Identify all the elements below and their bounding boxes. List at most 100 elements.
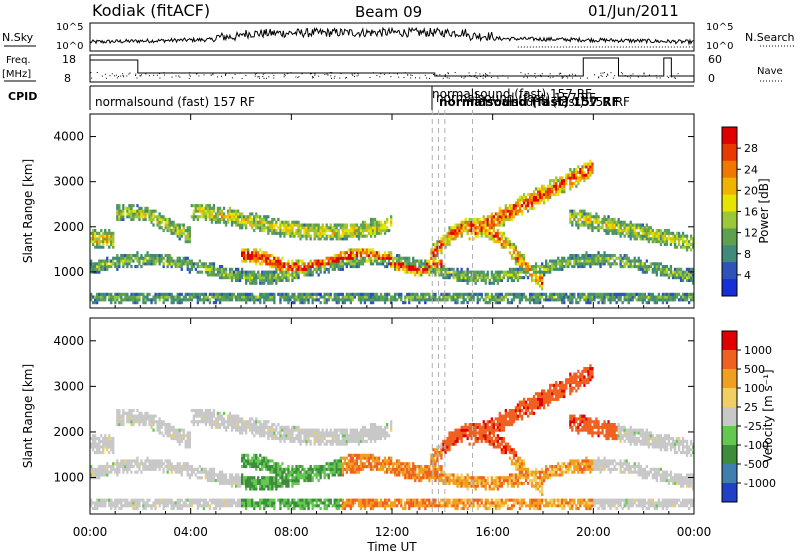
velocity-cell — [184, 442, 187, 446]
power-cell — [573, 168, 576, 172]
nave-point — [225, 74, 226, 76]
power-cell — [565, 265, 568, 269]
power-cell — [685, 270, 689, 274]
power-cell — [243, 223, 246, 227]
power-cell — [675, 237, 679, 241]
power-cell — [603, 298, 606, 302]
velocity-cell — [196, 470, 199, 474]
power-cell — [375, 256, 379, 260]
power-cell — [516, 270, 520, 274]
power-cell — [303, 231, 306, 235]
power-cell — [641, 298, 644, 302]
nave-point — [145, 73, 147, 75]
power-cell — [512, 267, 516, 271]
power-cell — [444, 292, 447, 296]
power-cell — [112, 240, 115, 244]
power-cell — [589, 168, 592, 172]
velocity-cell — [102, 504, 105, 508]
power-cell — [283, 262, 286, 266]
power-cell — [301, 262, 304, 266]
power-cell — [398, 254, 401, 258]
power-cell — [196, 209, 199, 213]
power-cell — [309, 262, 312, 266]
power-cell — [297, 265, 300, 269]
nave-point — [318, 75, 320, 77]
velocity-cell — [142, 465, 145, 469]
power-cell — [275, 262, 278, 266]
velocity-cell — [116, 414, 119, 418]
power-cell — [235, 267, 238, 271]
power-cell — [476, 276, 479, 280]
nave-point — [354, 76, 355, 77]
power-cell — [311, 273, 314, 277]
power-cell — [480, 278, 483, 282]
velocity-cell — [178, 465, 181, 469]
power-cell — [170, 259, 173, 263]
power-cell — [557, 295, 560, 299]
power-cell — [166, 223, 169, 227]
power-cell — [184, 229, 187, 233]
power-cell — [390, 251, 393, 255]
velocity-cell — [128, 459, 131, 463]
power-cell — [239, 276, 242, 280]
power-cell — [232, 220, 236, 224]
velocity-cell — [186, 437, 189, 441]
velocity-cell — [94, 451, 97, 455]
power-cell — [534, 267, 538, 271]
power-cell — [347, 259, 350, 263]
power-cell — [583, 170, 586, 174]
velocity-cell — [224, 498, 228, 502]
velocity-cell — [140, 414, 143, 418]
power-cell — [198, 295, 201, 299]
power-cell — [585, 256, 588, 260]
power-cell — [168, 254, 171, 258]
power-cell — [454, 270, 457, 274]
power-cell — [114, 298, 117, 302]
nave-point — [330, 72, 332, 73]
power-cell — [353, 295, 356, 299]
power-cell — [130, 212, 133, 216]
power-cell — [637, 231, 640, 235]
power-cell — [365, 259, 369, 263]
power-cell — [591, 165, 594, 169]
power-cell — [607, 254, 610, 258]
velocity-cell — [90, 437, 93, 441]
power-cell — [577, 254, 580, 258]
power-cell — [327, 262, 330, 266]
power-cell — [679, 237, 683, 241]
power-cell — [571, 215, 574, 219]
power-colorbar-tick-label: 8 — [744, 248, 751, 261]
power-cell — [353, 265, 356, 269]
velocity-cell — [186, 462, 189, 466]
power-cell — [94, 234, 97, 238]
velocity-cell — [98, 439, 101, 443]
power-cell — [218, 270, 222, 274]
power-cell — [371, 229, 375, 233]
power-cell — [386, 262, 389, 266]
power-cell — [162, 301, 165, 305]
power-cell — [210, 273, 214, 277]
nave-point — [475, 77, 477, 79]
power-cell — [428, 267, 431, 271]
power-cell — [333, 254, 336, 258]
power-cell — [577, 292, 580, 296]
power-cell — [96, 295, 99, 299]
power-cell — [539, 187, 542, 191]
power-cell — [655, 273, 658, 277]
power-cell — [597, 220, 600, 224]
power-cell — [532, 301, 536, 305]
power-cell — [353, 256, 356, 260]
power-cell — [518, 195, 522, 199]
power-cell — [569, 181, 572, 185]
power-cell — [597, 256, 600, 260]
power-cell — [208, 298, 212, 302]
power-cell — [539, 195, 542, 199]
power-cell — [130, 295, 133, 299]
power-cell — [629, 234, 632, 238]
power-cell — [263, 256, 266, 260]
power-cell — [442, 276, 445, 280]
power-cell — [339, 292, 342, 296]
power-cell — [532, 190, 536, 194]
power-cell — [341, 231, 344, 235]
